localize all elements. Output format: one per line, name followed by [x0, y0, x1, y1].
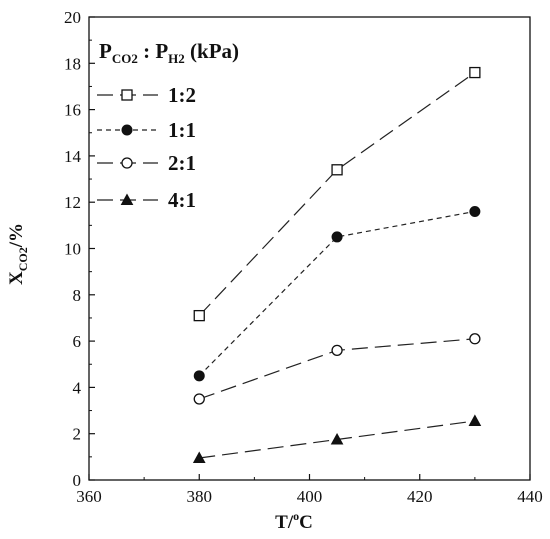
legend-label: 2:1: [168, 151, 196, 175]
data-point: [331, 164, 343, 176]
data-point: [330, 432, 344, 445]
legend-item: 1:2: [97, 83, 196, 107]
legend-label: 1:1: [168, 118, 196, 142]
series-line: [198, 210, 475, 377]
legend-label: 1:2: [168, 83, 196, 107]
data-point: [331, 231, 343, 243]
data-point: [193, 309, 205, 322]
series-2-1: [193, 333, 481, 405]
y-axis-label: XCO2/%: [6, 223, 30, 285]
x-axis-ticks: 360 380 400 420 440: [76, 474, 543, 506]
y-tick-label: 8: [73, 286, 82, 305]
y-tick-label: 12: [64, 193, 81, 212]
legend-marker: [121, 89, 133, 101]
x-tick-label: 440: [517, 487, 543, 506]
x-tick-label: 360: [76, 487, 102, 506]
legend-item: 1:1: [97, 118, 196, 142]
x-axis-label: T/oC: [275, 509, 313, 533]
y-tick-label: 14: [64, 147, 82, 166]
legend-label: 4:1: [168, 188, 196, 212]
legend: 1:2 1:1 2:1 4:1: [97, 83, 196, 212]
data-point: [192, 451, 206, 464]
data-point: [193, 393, 205, 405]
legend-marker: [121, 157, 133, 169]
data-point: [468, 414, 482, 426]
plot-frame: [88, 16, 531, 481]
y-axis-ticks: 0 2 4 6 8 10 12 14 16 18 20: [64, 8, 95, 490]
legend-title: PCO2 : PH2 (kPa): [99, 39, 239, 66]
data-point: [469, 333, 481, 345]
series-4-1: [192, 414, 482, 464]
x-tick-label: 400: [297, 487, 323, 506]
y-tick-label: 0: [73, 471, 82, 490]
y-tick-label: 18: [64, 54, 81, 73]
x-tick-label: 420: [407, 487, 433, 506]
data-point: [193, 370, 205, 382]
x-tick-label: 380: [187, 487, 213, 506]
legend-marker: [121, 124, 133, 136]
data-point: [469, 66, 481, 79]
series-layer: [192, 66, 482, 464]
series-1-1: [193, 205, 481, 382]
legend-marker: [120, 193, 134, 205]
y-tick-label: 4: [73, 378, 82, 397]
y-tick-label: 20: [64, 8, 81, 27]
series-line: [198, 72, 476, 317]
legend-item: 2:1: [97, 151, 196, 175]
y-tick-label: 10: [64, 240, 81, 259]
y-tick-label: 2: [73, 425, 82, 444]
legend-item: 4:1: [97, 188, 196, 212]
y-tick-label: 6: [73, 332, 82, 351]
y-tick-label: 16: [64, 101, 81, 120]
data-point: [331, 344, 343, 357]
data-point: [469, 205, 481, 217]
series-1-2: [193, 66, 481, 322]
